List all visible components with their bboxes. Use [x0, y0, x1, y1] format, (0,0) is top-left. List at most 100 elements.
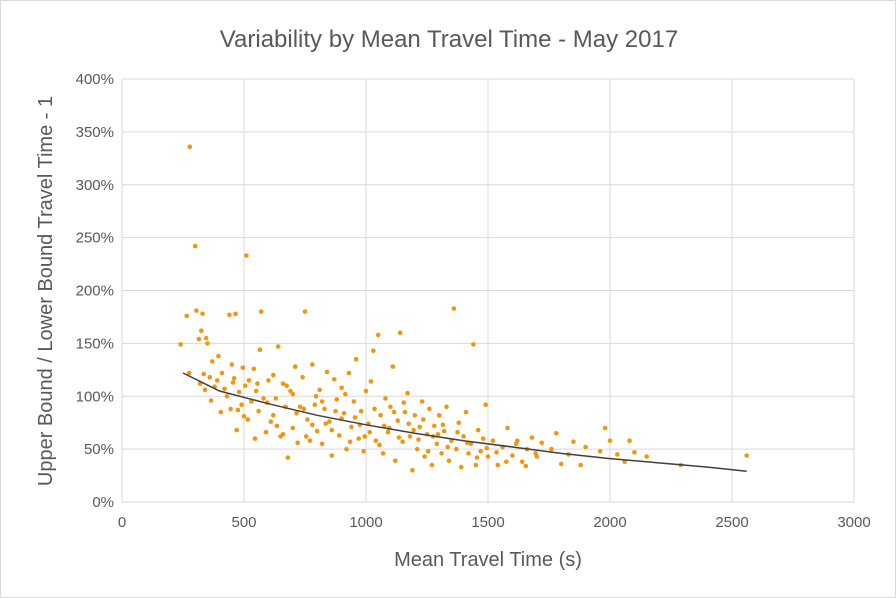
scatter-point	[412, 413, 418, 418]
scatter-point	[353, 356, 359, 362]
scatter-point	[292, 364, 298, 369]
scatter-point	[310, 422, 315, 428]
scatter-point	[434, 441, 440, 447]
y-tick-label: 400%	[76, 71, 114, 88]
scatter-point	[484, 445, 490, 451]
scatter-point	[333, 408, 338, 414]
scatter-point	[475, 427, 481, 433]
x-tick-label: 0	[118, 514, 126, 531]
scatter-point	[294, 410, 299, 416]
scatter-point	[468, 441, 474, 447]
scatter-point	[419, 399, 425, 404]
scatter-point	[395, 418, 401, 423]
scatter-point	[344, 446, 349, 452]
scatter-point	[334, 397, 340, 402]
scatter-point	[329, 453, 335, 458]
scatter-point	[194, 308, 199, 313]
scatter-point	[377, 442, 382, 448]
y-tick-label: 350%	[76, 124, 114, 141]
scatter-point	[231, 376, 237, 381]
scatter-point	[327, 419, 332, 424]
scatter-point	[558, 461, 564, 467]
scatter-point	[351, 399, 357, 404]
scatter-point	[346, 370, 352, 376]
x-tick-label: 500	[231, 514, 256, 531]
scatter-point	[505, 425, 510, 431]
scatter-point	[302, 309, 308, 314]
tick-labels: 0% 50% 100% 150% 200% 250% 300% 350% 400% 0 500 100…	[76, 71, 871, 531]
y-tick-label: 300%	[76, 177, 114, 194]
scatter-point	[474, 455, 480, 460]
scatter-point	[230, 380, 236, 385]
scatter-point	[222, 386, 227, 392]
scatter-point	[203, 335, 209, 341]
scatter-point	[494, 450, 499, 455]
scatter-point	[549, 446, 554, 452]
scatter-point	[332, 377, 337, 382]
scatter-point	[219, 370, 225, 376]
y-tick-label: 50%	[84, 441, 114, 458]
scatter-point	[280, 381, 286, 386]
scatter-point	[224, 394, 230, 399]
scatter-point	[273, 396, 279, 401]
scatter-point	[235, 407, 241, 413]
scatter-point	[196, 336, 202, 342]
scatter-point	[336, 433, 342, 438]
x-tick-label: 2000	[593, 514, 626, 531]
scatter-point	[228, 406, 233, 412]
scatter-point	[349, 424, 354, 430]
scatter-point	[214, 378, 220, 383]
scatter-point	[466, 451, 471, 456]
trendline-group	[182, 372, 747, 473]
scatter-point	[323, 421, 329, 427]
scatter-point	[275, 344, 281, 349]
scatter-point	[187, 144, 193, 149]
scatter-point	[297, 404, 303, 410]
scatter-point	[202, 387, 208, 393]
scatter-point	[271, 413, 276, 418]
scatter-point	[241, 414, 247, 419]
scatter-point	[266, 378, 271, 383]
scatter-point	[439, 451, 444, 456]
scatter-point	[245, 417, 250, 422]
scatter-point	[375, 332, 381, 338]
scatter-point	[405, 390, 410, 396]
scatter-point	[427, 406, 432, 412]
scatter-point	[436, 413, 442, 418]
scatter-point	[255, 381, 260, 386]
scatter-point	[400, 439, 405, 445]
scatter-point	[456, 420, 462, 426]
scatter-point	[425, 448, 431, 454]
scatter-point	[435, 432, 441, 437]
scatter-point	[445, 444, 451, 450]
x-tick-label: 1500	[471, 514, 504, 531]
scatter-point	[444, 404, 449, 410]
scatter-point	[253, 388, 259, 394]
scatter-point	[554, 431, 559, 436]
scatter-point	[373, 438, 379, 444]
scatter-point	[607, 438, 613, 444]
scatter-point	[416, 437, 421, 442]
scatter-point	[378, 413, 383, 418]
scatter-point	[429, 462, 435, 468]
x-axis-title: Mean Travel Time (s)	[394, 549, 582, 571]
scatter-point	[368, 379, 374, 384]
scatter-point	[200, 311, 205, 317]
scatter-point	[329, 427, 335, 433]
scatter-point	[401, 400, 407, 405]
chart-title: Variability by Mean Travel Time - May 20…	[220, 26, 678, 53]
scatter-point	[313, 394, 319, 399]
scatter-point	[461, 434, 466, 439]
scatter-point	[314, 428, 320, 434]
scatter-point	[597, 448, 603, 454]
scatter-point	[233, 311, 238, 317]
scatter-point	[347, 439, 353, 445]
y-axis-title: Upper Bound / Lower Bound Travel Time - …	[35, 96, 57, 486]
scatter-point	[280, 432, 286, 437]
scatter-point	[246, 378, 252, 383]
scatter-point	[261, 396, 266, 401]
scatter-point	[513, 441, 519, 447]
scatter-point	[210, 359, 215, 364]
scatter-point	[244, 253, 249, 258]
